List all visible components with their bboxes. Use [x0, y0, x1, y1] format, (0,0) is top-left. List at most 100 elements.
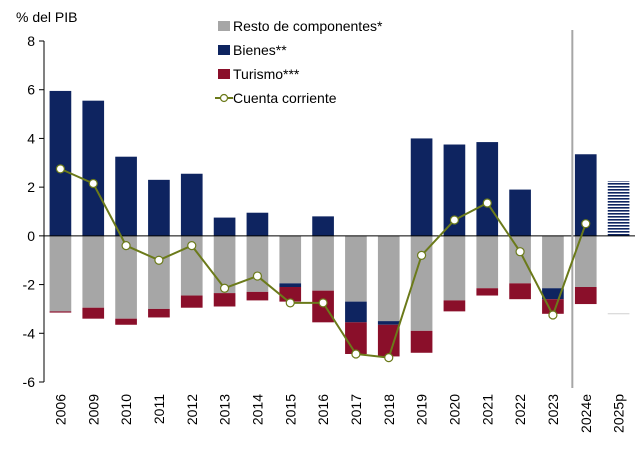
legend-swatch [218, 69, 230, 79]
current-account-point [55, 164, 66, 174]
x-tick-label: 2015 [282, 394, 298, 425]
x-tick-label: 2025p [611, 394, 627, 433]
bar-segment [49, 90, 72, 236]
bar-segment [574, 235, 597, 288]
x-tick-label: 2011 [151, 394, 167, 424]
legend-label: Bienes** [233, 42, 287, 58]
y-tick-label: 8 [27, 33, 35, 49]
y-tick-label: -6 [23, 374, 36, 390]
bar-segment [246, 212, 269, 236]
current-account-point [187, 241, 197, 251]
bar-segment [279, 235, 302, 284]
bar-segment [345, 235, 367, 302]
current-account-point [449, 215, 460, 225]
bar-segment [148, 308, 170, 318]
legend-label: Turismo*** [233, 66, 300, 82]
legend-label: Resto de componentes* [233, 18, 383, 34]
current-account-point [515, 247, 525, 257]
bar-segment [542, 288, 564, 300]
bar-segment [476, 288, 499, 296]
bar-segment [574, 287, 597, 305]
bar-segment [82, 307, 105, 319]
bar-segment [443, 235, 466, 301]
y-axis-label: % del PIB [16, 9, 77, 25]
y-tick-label: -4 [23, 325, 36, 341]
bar-segment [115, 235, 137, 319]
bar-segment [312, 235, 334, 291]
y-axis: -6 -4 -2 0 2 4 6 8 [23, 33, 45, 390]
y-tick-label: 0 [27, 228, 35, 244]
x-tick-label: 2018 [381, 394, 397, 425]
bar-segment [213, 217, 236, 236]
bar-segment [213, 293, 236, 307]
legend: Resto de componentes* Bienes** Turismo*** C… [215, 18, 383, 106]
bar-segment [443, 144, 466, 236]
current-account-point [351, 349, 361, 359]
bar-segment [180, 173, 203, 236]
legend-swatch [218, 21, 230, 31]
bar-segment [115, 156, 137, 236]
x-tick-label: 2013 [217, 394, 233, 425]
bar-segment [377, 235, 400, 322]
bar-segment [180, 235, 203, 296]
bar-segment [476, 142, 499, 236]
bar-segment [49, 311, 72, 313]
bar-segment [246, 291, 269, 301]
current-account-point [219, 283, 230, 293]
bar-segment [345, 322, 367, 354]
current-account-point [482, 198, 492, 208]
x-tick-label: 2019 [414, 394, 430, 425]
current-account-point [88, 178, 98, 189]
bar-segment [509, 283, 531, 300]
bar-segment [312, 216, 334, 236]
bar-segment [377, 321, 400, 325]
x-tick-label: 2020 [446, 394, 462, 425]
bar-segment [345, 301, 367, 323]
bar-segment [574, 154, 597, 236]
bar-segment [148, 179, 170, 236]
current-account-point [318, 298, 328, 308]
bar-segment [82, 235, 105, 308]
current-account-point [581, 219, 591, 229]
y-tick-label: 6 [27, 82, 35, 98]
bar-segment [509, 235, 531, 284]
x-tick-label: 2014 [249, 394, 265, 425]
bars [49, 90, 630, 357]
bar-segment [476, 235, 499, 289]
x-tick-label: 2017 [348, 394, 364, 425]
bar-segment [443, 300, 466, 312]
bar-segment [213, 235, 236, 294]
current-account-series [55, 164, 591, 363]
x-tick-label: 2016 [315, 394, 331, 425]
current-account-point [548, 310, 558, 320]
y-tick-label: 2 [27, 179, 35, 195]
bar-segment [410, 235, 433, 331]
bar-segment [148, 235, 170, 309]
bar-segment [410, 138, 433, 236]
y-tick-label: 4 [27, 130, 35, 146]
x-tick-label: 2006 [52, 394, 68, 425]
bar-segment [115, 318, 137, 325]
bar-segment [608, 236, 630, 314]
x-tick-label: 2009 [85, 394, 101, 425]
current-account-point [416, 250, 427, 260]
x-tick-label: 2012 [184, 394, 200, 425]
current-account-point [154, 255, 164, 265]
bar-segment [279, 283, 302, 288]
x-tick-label: 2021 [479, 394, 495, 425]
current-account-point [121, 241, 131, 251]
bar-segment [82, 100, 105, 236]
y-tick-label: -2 [23, 277, 36, 293]
bar-segment [377, 324, 400, 357]
bar-segment [180, 295, 203, 308]
x-tick-label: 2023 [545, 394, 561, 425]
x-tick-label: 2010 [118, 394, 134, 425]
x-tick-label: 2024e [578, 394, 594, 433]
legend-label: Cuenta corriente [233, 90, 337, 106]
x-axis: 2006 2009 2010 2011 2012 2013 2014 2015 2016 2017… [52, 394, 626, 433]
x-tick-label: 2022 [512, 394, 528, 425]
bar-segment [509, 189, 531, 236]
legend-marker [219, 93, 229, 103]
legend-swatch [218, 45, 230, 55]
